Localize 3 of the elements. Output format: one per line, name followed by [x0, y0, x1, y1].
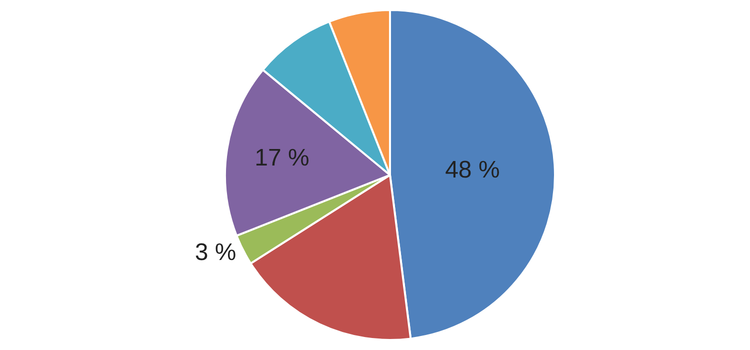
data-label: 3 %	[194, 239, 236, 266]
data-label: 17 %	[254, 144, 310, 172]
data-label: 48 %	[445, 156, 500, 184]
